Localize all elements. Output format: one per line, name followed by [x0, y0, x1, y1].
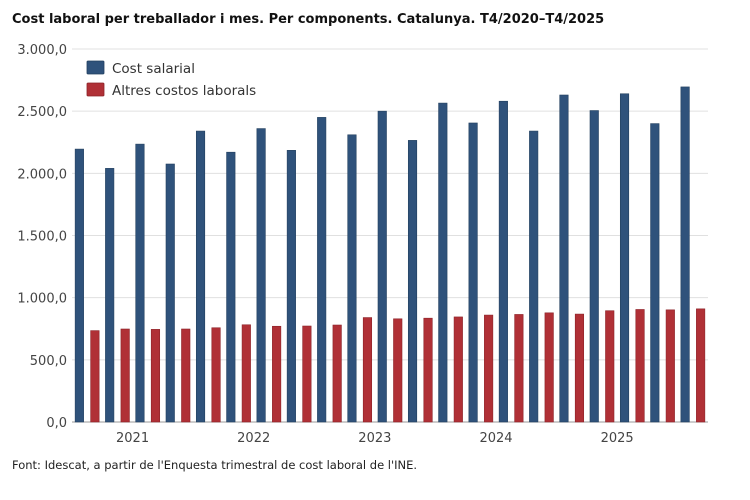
bar-altres-costos[interactable]: T2/2021 — Altres costos laborals: 745 — [150, 329, 161, 423]
y-tick-label: 2.000,0 — [17, 167, 67, 182]
bar-cost-salarial[interactable]: T2/2021 — Cost salarial: 2235 — [135, 143, 145, 423]
source-note: Font: Idescat, a partir de l'Enquesta tr… — [12, 458, 418, 472]
bar-cost-salarial[interactable]: T1/2022 — Cost salarial: 2170 — [226, 151, 236, 423]
bar-cost-salarial[interactable]: T1/2024 — Cost salarial: 2405 — [468, 122, 478, 423]
bar-cost-salarial[interactable]: T1/2025 — Cost salarial: 2505 — [589, 110, 599, 423]
bar-altres-costos[interactable]: T1/2024 — Altres costos laborals: 860 — [484, 314, 494, 423]
y-tick-label: 1.500,0 — [17, 230, 67, 245]
bar-altres-costos[interactable]: T4/2025 — Altres costos laborals: 910 — [696, 308, 706, 423]
x-tick-label: 2025 — [601, 431, 634, 446]
x-tick-label: 2021 — [116, 431, 149, 446]
bar-cost-salarial[interactable]: T2/2025 — Cost salarial: 2640 — [619, 93, 630, 423]
bar-altres-costos[interactable]: T1/2023 — Altres costos laborals: 840 — [362, 317, 373, 423]
legend-label-altres-costos[interactable]: Altres costos laborals — [112, 83, 256, 99]
gridlines — [72, 48, 708, 423]
bar-cost-salarial[interactable]: T1/2023 — Cost salarial: 2310 — [347, 134, 357, 423]
bar-cost-salarial[interactable]: T1/2021 — Cost salarial: 2040 — [105, 168, 115, 423]
y-tick-label: 0,0 — [46, 416, 67, 431]
bar-cost-salarial[interactable]: T4/2022 — Cost salarial: 2450 — [317, 117, 327, 423]
bar-altres-costos[interactable]: T1/2025 — Altres costos laborals: 895 — [605, 310, 615, 423]
y-tick-label: 2.500,0 — [17, 105, 67, 120]
bar-cost-salarial[interactable]: T3/2025 — Cost salarial: 2400 — [650, 123, 660, 423]
bar-cost-salarial[interactable]: T2/2023 — Cost salarial: 2500 — [377, 110, 387, 423]
bar-altres-costos[interactable]: T3/2022 — Altres costos laborals: 772 — [302, 325, 312, 423]
chart-title: Cost laboral per treballador i mes. Per … — [12, 12, 605, 27]
bar-altres-costos[interactable]: T1/2021 — Altres costos laborals: 748 — [120, 328, 130, 423]
bars: T4/2020 — Cost salarial: 2195 T4/2020 — A… — [74, 86, 706, 423]
bar-cost-salarial[interactable]: T3/2021 — Cost salarial: 2075 — [165, 163, 175, 423]
bar-altres-costos[interactable]: T2/2022 — Altres costos laborals: 770 — [272, 325, 282, 423]
bar-cost-salarial[interactable]: T4/2021 — Cost salarial: 2340 — [195, 130, 206, 423]
x-tick-label: 2023 — [358, 431, 391, 446]
bar-altres-costos[interactable]: T1/2022 — Altres costos laborals: 782 — [241, 324, 251, 423]
legend: Cost salarial Altres costos laborals — [86, 60, 256, 99]
y-tick-label: 3.000,0 — [17, 43, 67, 58]
y-axis-tick-labels: 0,0 500,0 1.000,0 1.500,0 2.000,0 2.500,0 3.00… — [17, 43, 67, 431]
bar-altres-costos[interactable]: T2/2023 — Altres costos laborals: 830 — [393, 318, 403, 423]
bar-cost-salarial[interactable]: T2/2024 — Cost salarial: 2580 — [498, 100, 508, 423]
bar-cost-salarial[interactable]: T4/2023 — Cost salarial: 2565 — [438, 102, 448, 423]
bar-altres-costos[interactable]: T2/2025 — Altres costos laborals: 905 — [635, 309, 645, 423]
bar-altres-costos[interactable]: T3/2023 — Altres costos laborals: 835 — [423, 317, 433, 423]
bar-cost-salarial[interactable]: T3/2024 — Cost salarial: 2340 — [529, 130, 539, 423]
bar-altres-costos[interactable]: T3/2025 — Altres costos laborals: 902 — [665, 309, 675, 423]
legend-swatch-cost-salarial[interactable] — [86, 60, 105, 75]
y-tick-label: 500,0 — [30, 354, 67, 369]
bar-altres-costos[interactable]: T2/2024 — Altres costos laborals: 865 — [514, 314, 524, 423]
bar-cost-salarial[interactable]: T4/2025 — Cost salarial: 2695 — [680, 86, 690, 423]
bar-cost-salarial[interactable]: T3/2022 — Cost salarial: 2185 — [286, 150, 296, 423]
bar-altres-costos[interactable]: T4/2023 — Altres costos laborals: 845 — [453, 316, 463, 423]
bar-cost-salarial[interactable]: T4/2024 — Cost salarial: 2630 — [559, 94, 569, 423]
bar-altres-costos[interactable]: T4/2024 — Altres costos laborals: 868 — [574, 313, 585, 423]
bar-altres-costos[interactable]: T4/2021 — Altres costos laborals: 758 — [211, 327, 221, 423]
y-tick-label: 1.000,0 — [17, 292, 67, 307]
x-tick-label: 2024 — [479, 431, 512, 446]
legend-swatch-altres-costos[interactable] — [86, 82, 105, 97]
bar-cost-salarial[interactable]: T3/2023 — Cost salarial: 2265 — [407, 140, 418, 423]
bar-cost-salarial[interactable]: T4/2020 — Cost salarial: 2195 — [74, 148, 84, 423]
legend-label-cost-salarial[interactable]: Cost salarial — [112, 61, 195, 77]
bar-altres-costos[interactable]: T3/2021 — Altres costos laborals: 748 — [181, 328, 191, 423]
bar-altres-costos[interactable]: T4/2020 — Altres costos laborals: 735 — [90, 330, 100, 423]
bar-altres-costos[interactable]: T4/2022 — Altres costos laborals: 780 — [332, 324, 342, 423]
bar-altres-costos[interactable]: T3/2024 — Altres costos laborals: 878 — [544, 312, 554, 423]
x-axis-tick-labels: 2021 2022 2023 2024 2025 — [116, 431, 634, 446]
x-tick-label: 2022 — [237, 431, 270, 446]
bar-cost-salarial[interactable]: T2/2022 — Cost salarial: 2360 — [256, 128, 266, 423]
